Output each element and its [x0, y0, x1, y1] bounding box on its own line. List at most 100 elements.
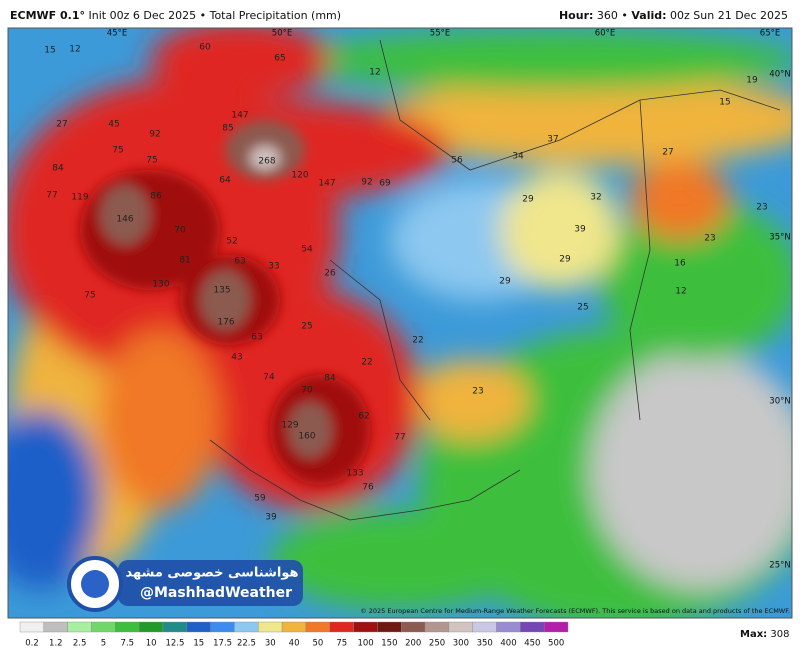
max-label: Max:: [740, 629, 767, 640]
precip-label: 81: [179, 256, 190, 266]
legend-tick-label: 75: [336, 639, 347, 649]
precip-label: 64: [219, 176, 231, 186]
geo-label: 25°N: [769, 561, 790, 571]
precip-label: 23: [756, 203, 767, 213]
precip-label: 16: [674, 259, 686, 269]
legend-swatch: [258, 621, 283, 633]
precip-label: 12: [369, 68, 380, 78]
hour-label: Hour:: [559, 9, 593, 22]
precip-label: 65: [274, 54, 285, 64]
precip-label: 60: [199, 43, 211, 53]
precip-label: 135: [213, 286, 230, 296]
legend-tick-label: 40: [289, 639, 300, 649]
precip-label: 25: [577, 303, 588, 313]
legend-tick-label: 15: [193, 639, 204, 649]
precip-label: 160: [298, 432, 315, 442]
precip-field: [8, 28, 792, 618]
legend-swatch: [496, 621, 521, 633]
legend-tick-label: 100: [357, 639, 373, 649]
precip-label: 69: [379, 179, 391, 189]
precip-label: 70: [301, 386, 313, 396]
precip-label: 12: [69, 45, 80, 55]
precip-label: 63: [251, 333, 262, 343]
legend-swatch: [43, 621, 68, 633]
precip-label: 29: [522, 195, 534, 205]
border: [379, 39, 781, 421]
precip-label: 39: [574, 225, 586, 235]
legend-swatch: [424, 621, 450, 633]
legend-tick-label: 500: [548, 639, 564, 649]
precip-label: 27: [56, 120, 67, 130]
legend-swatch: [162, 621, 187, 633]
legend-tick-label: 300: [453, 639, 469, 649]
precip-label: 23: [472, 387, 483, 397]
precip-label: 54: [301, 245, 313, 255]
precip-label: 75: [112, 146, 123, 156]
legend-tick-label: 200: [405, 639, 421, 649]
valid-label: Valid:: [631, 9, 666, 22]
legend-tick-label: 12.5: [165, 639, 184, 649]
legend-swatch: [401, 621, 426, 633]
header-right: Hour: 360 • Valid: 00z Sun 21 Dec 2025: [559, 9, 788, 22]
legend-tick-label: 30: [265, 639, 276, 649]
legend-tick-label: 0.2: [25, 639, 39, 649]
legend-tick-label: 10: [146, 639, 157, 649]
legend-swatch: [472, 621, 497, 633]
precip-label: 15: [44, 46, 55, 56]
precip-label: 59: [254, 494, 266, 504]
model-name: ECMWF 0.1°: [10, 9, 85, 22]
legend-swatch: [543, 621, 569, 633]
geo-label: 30°N: [769, 397, 790, 407]
precip-label: 39: [265, 513, 277, 523]
precip-label: 34: [512, 152, 524, 162]
geo-label: 40°N: [769, 70, 790, 80]
legend-swatch: [210, 621, 235, 633]
precip-label: 92: [361, 178, 372, 188]
precip-label: 19: [746, 76, 758, 86]
precip-label: 23: [704, 234, 715, 244]
precip-label: 86: [150, 192, 162, 202]
legend-tick-label: 17.5: [213, 639, 232, 649]
legend-tick-label: 150: [381, 639, 397, 649]
legend-swatch: [234, 621, 259, 633]
precip-label: 70: [174, 226, 186, 236]
precip-label: 92: [149, 130, 160, 140]
geo-label: 50°E: [272, 29, 292, 39]
precip-label: 22: [361, 358, 372, 368]
watermark-title: هواشناسی خصوصی مشهد: [126, 566, 299, 581]
precip-label: 77: [46, 191, 57, 201]
legend-swatch: [67, 621, 92, 633]
legend-swatch: [448, 621, 473, 633]
precip-label: 84: [52, 164, 64, 174]
legend-swatch: [281, 621, 307, 633]
precip-label: 119: [71, 193, 88, 203]
legend-tick-label: 5: [101, 639, 106, 649]
precip-label: 12: [675, 287, 686, 297]
geo-label: 55°E: [430, 29, 450, 39]
precip-label: 76: [362, 483, 374, 493]
hour: 360: [597, 9, 618, 22]
precip-label: 75: [146, 156, 157, 166]
copyright: © 2025 European Centre for Medium-Range …: [360, 607, 790, 615]
coastline: [209, 259, 521, 521]
header-left: ECMWF 0.1° Init 00z 6 Dec 2025 • Total P…: [10, 9, 341, 22]
legend-tick-label: 50: [312, 639, 323, 649]
precip-label: 85: [222, 124, 233, 134]
precip-label: 62: [358, 412, 369, 422]
legend-swatch: [115, 621, 140, 633]
precip-label: 75: [84, 291, 95, 301]
legend-swatch: [520, 621, 545, 633]
precip-label: 27: [662, 148, 673, 158]
legend-swatch: [138, 621, 164, 633]
max-value: 308: [770, 629, 789, 640]
precip-label: 22: [412, 336, 423, 346]
precip-label: 147: [231, 111, 248, 121]
precip-label: 129: [281, 421, 298, 431]
precip-label: 63: [234, 257, 245, 267]
geo-label: 60°E: [595, 29, 615, 39]
precip-label: 77: [394, 433, 405, 443]
valid: 00z Sun 21 Dec 2025: [670, 9, 788, 22]
legend-swatch: [377, 621, 402, 633]
